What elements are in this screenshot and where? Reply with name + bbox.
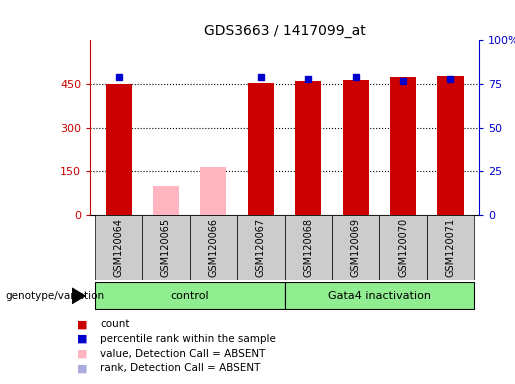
Bar: [342, 79, 369, 215]
Text: ■: ■: [77, 334, 88, 344]
Text: control: control: [170, 291, 209, 301]
Text: GSM120064: GSM120064: [114, 218, 124, 277]
Bar: [295, 81, 321, 215]
Bar: [95, 282, 284, 310]
Bar: [427, 215, 474, 280]
Text: GSM120069: GSM120069: [351, 218, 360, 277]
Bar: [390, 77, 416, 215]
Title: GDS3663 / 1417099_at: GDS3663 / 1417099_at: [203, 24, 366, 38]
Bar: [95, 215, 142, 280]
Bar: [380, 215, 427, 280]
Text: percentile rank within the sample: percentile rank within the sample: [100, 334, 277, 344]
Bar: [142, 215, 190, 280]
Polygon shape: [72, 288, 85, 303]
Text: GSM120071: GSM120071: [445, 218, 455, 277]
Bar: [248, 83, 274, 215]
Bar: [332, 215, 380, 280]
Text: value, Detection Call = ABSENT: value, Detection Call = ABSENT: [100, 349, 266, 359]
Text: count: count: [100, 319, 130, 329]
Text: ■: ■: [77, 319, 88, 329]
Bar: [284, 215, 332, 280]
Text: GSM120065: GSM120065: [161, 218, 171, 277]
Bar: [437, 76, 464, 215]
Text: genotype/variation: genotype/variation: [5, 291, 104, 301]
Bar: [200, 167, 227, 215]
Bar: [284, 282, 474, 310]
Text: rank, Detection Call = ABSENT: rank, Detection Call = ABSENT: [100, 363, 261, 373]
Text: GSM120067: GSM120067: [256, 218, 266, 277]
Text: Gata4 inactivation: Gata4 inactivation: [328, 291, 431, 301]
Text: GSM120070: GSM120070: [398, 218, 408, 277]
Bar: [237, 215, 284, 280]
Bar: [190, 215, 237, 280]
Text: GSM120068: GSM120068: [303, 218, 313, 277]
Bar: [106, 84, 132, 215]
Text: GSM120066: GSM120066: [209, 218, 218, 277]
Text: ■: ■: [77, 363, 88, 373]
Bar: [153, 186, 179, 215]
Text: ■: ■: [77, 349, 88, 359]
